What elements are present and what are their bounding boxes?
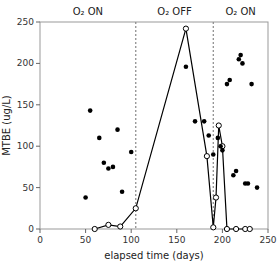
open-marker — [247, 226, 252, 231]
dot — [218, 144, 223, 149]
phase-line — [135, 22, 136, 229]
y-tick-label: 0 — [28, 224, 34, 234]
x-tick — [40, 229, 41, 233]
section-label: O₂ OFF — [157, 6, 192, 17]
dot — [83, 195, 88, 200]
plot-area — [83, 22, 259, 232]
x-tick-label: 100 — [123, 235, 140, 245]
dot — [234, 169, 239, 174]
dot — [227, 78, 232, 83]
dot — [120, 189, 125, 194]
y-tick-label: 150 — [17, 100, 34, 110]
y-tick — [36, 22, 40, 23]
section-label: O₂ ON — [225, 6, 255, 17]
section-label: O₂ ON — [73, 6, 103, 17]
open-marker — [118, 224, 123, 229]
x-tick — [222, 229, 223, 233]
open-marker — [213, 195, 218, 200]
x-tick-label: 200 — [214, 235, 231, 245]
y-tick-label: 100 — [17, 141, 34, 151]
open-marker — [211, 225, 216, 230]
x-tick — [268, 229, 269, 233]
open-marker — [106, 222, 111, 227]
dot — [237, 57, 242, 62]
dot — [220, 148, 225, 153]
y-tick-label: 250 — [17, 17, 34, 27]
open-marker — [92, 226, 97, 231]
open-marker — [204, 154, 209, 159]
x-tick — [85, 229, 86, 233]
open-marker — [216, 123, 221, 128]
dot — [88, 108, 93, 113]
dot — [102, 160, 107, 165]
dot — [211, 152, 216, 157]
y-tick — [36, 229, 40, 230]
dot — [255, 185, 260, 190]
chart: 0 50 100 150 200 250 0 50 100 150 200 250 elapsed ti… — [0, 0, 280, 265]
dot — [206, 133, 211, 138]
x-tick — [176, 229, 177, 233]
dot — [238, 53, 243, 58]
dot — [231, 173, 236, 178]
open-marker — [224, 226, 229, 231]
dot — [129, 150, 134, 155]
y-tick — [36, 104, 40, 105]
dot — [184, 64, 189, 69]
dot — [115, 127, 120, 132]
x-tick-label: 0 — [37, 235, 43, 245]
x-tick-label: 150 — [168, 235, 185, 245]
y-axis-label: MTBE (ug/L) — [1, 95, 12, 156]
dot — [193, 119, 198, 124]
open-marker — [183, 26, 188, 31]
dot — [225, 82, 230, 87]
dot — [97, 136, 102, 141]
plot-frame — [40, 22, 268, 229]
dot — [249, 82, 254, 87]
x-axis-label: elapsed time (days) — [104, 250, 204, 261]
y-tick — [36, 146, 40, 147]
open-marker — [233, 226, 238, 231]
dot — [246, 181, 251, 186]
y-tick — [36, 63, 40, 64]
dot — [240, 61, 245, 66]
y-tick-label: 50 — [23, 183, 35, 193]
y-tick-label: 200 — [17, 58, 34, 68]
x-tick-label: 250 — [259, 235, 276, 245]
dot — [202, 119, 207, 124]
open-marker — [133, 206, 138, 211]
y-tick — [36, 187, 40, 188]
x-tick-label: 50 — [80, 235, 92, 245]
x-tick — [131, 229, 132, 233]
dot — [111, 165, 116, 170]
line — [95, 29, 250, 229]
dot — [216, 136, 221, 141]
dot — [106, 166, 111, 171]
